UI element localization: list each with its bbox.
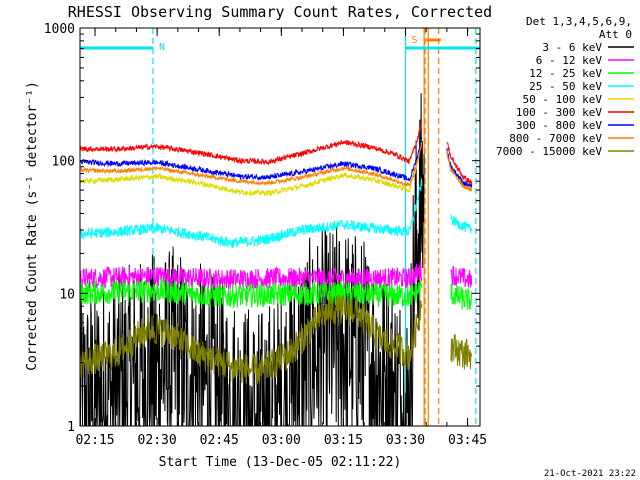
plot-series-group [80, 28, 480, 426]
series-line-5 [80, 140, 423, 197]
x-tick-label-5: 03:15 [324, 433, 363, 448]
series-line-1 [80, 93, 425, 426]
series-line-7 [80, 137, 423, 182]
y-tick-label-3: 100 [52, 155, 75, 170]
legend-label-9: 7000 - 15000 keV [496, 145, 602, 158]
legend-label-6: 100 - 300 keV [516, 106, 602, 119]
saa-label: S [411, 35, 417, 46]
series-tail-2 [450, 265, 473, 288]
plot-frame [79, 27, 481, 427]
y-tick-label-2: 10 [59, 287, 75, 302]
y-tick-label-4: 1000 [44, 22, 75, 37]
axes: 1 10 100 1000 02:15 02:30 02:45 03:00 03:15 03:30… [44, 22, 487, 448]
x-tick-label-6: 03:30 [386, 433, 425, 448]
series-line-4 [80, 178, 423, 249]
x-tick-label-4: 03:00 [262, 433, 301, 448]
timestamp: 21-Oct-2021 23:22 [544, 469, 636, 479]
legend-header-1: Det 1,3,4,5,6,9, [526, 15, 632, 28]
x-tick-label-7: 03:45 [448, 433, 487, 448]
night-label: N [159, 42, 165, 53]
series-tail-3 [450, 283, 473, 311]
y-axis-label: Corrected Count Rate (s⁻¹ detector⁻¹) [25, 81, 40, 371]
x-tick-label-2: 02:30 [138, 433, 177, 448]
chart-title: RHESSI Observing Summary Count Rates, Co… [68, 3, 492, 21]
legend-label-3: 12 - 25 keV [529, 67, 602, 80]
legend-label-2: 6 - 12 keV [536, 54, 603, 67]
y-tick-label-1: 1 [67, 420, 75, 435]
x-tick-label-3: 02:45 [200, 433, 239, 448]
series-line-8 [80, 142, 423, 188]
series-line-6 [80, 120, 423, 166]
legend-label-7: 300 - 800 keV [516, 119, 602, 132]
plot-area: NS [80, 28, 480, 426]
x-axis-label: Start Time (13-Dec-05 02:11:22) [159, 455, 402, 470]
legend-label-8: 800 - 7000 keV [509, 132, 602, 145]
series-tail-4 [450, 214, 473, 234]
series-line-9 [80, 294, 423, 385]
series-tail-9 [450, 334, 473, 370]
series-tail-8 [446, 150, 472, 192]
legend-header-2: Att 0 [599, 28, 632, 41]
series-line-3 [80, 279, 423, 308]
legend-label-5: 50 - 100 keV [523, 93, 603, 106]
series-tail-6 [446, 141, 473, 185]
legend-label-4: 25 - 50 keV [529, 80, 602, 93]
legend-label-1: 3 - 6 keV [542, 41, 602, 54]
x-tick-label-1: 02:15 [75, 433, 114, 448]
